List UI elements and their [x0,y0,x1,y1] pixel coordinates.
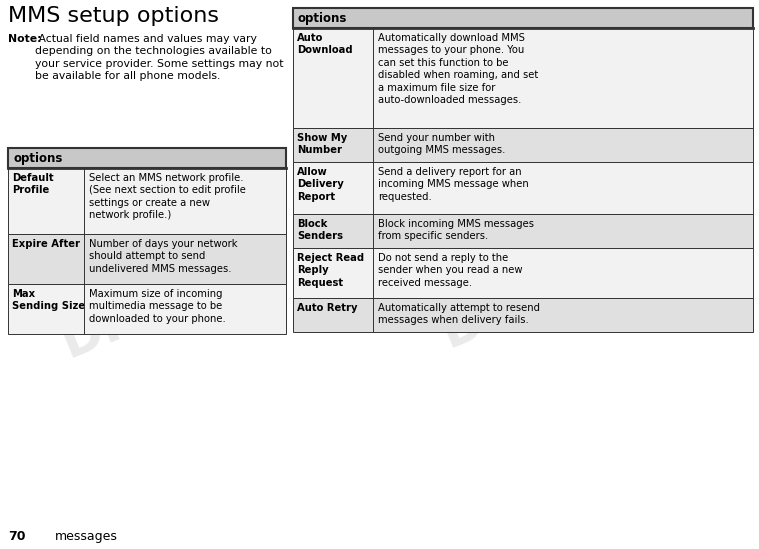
Bar [8,284,286,334]
Text: Show My
Number: Show My Number [297,133,348,155]
Text: Max
Sending Size: Max Sending Size [12,289,85,311]
Text: options: options [13,152,62,165]
Text: Expire After: Expire After [12,239,80,249]
Bar [8,168,286,234]
Bar [8,234,286,284]
Text: Allow
Delivery
Report: Allow Delivery Report [297,167,344,202]
Text: DRAFT: DRAFT [434,243,626,357]
Bar [8,148,286,168]
Bar [293,248,753,298]
Text: Default
Profile: Default Profile [12,173,54,195]
Text: 70: 70 [8,530,26,543]
Text: Automatically attempt to resend
messages when delivery fails.: Automatically attempt to resend messages… [378,303,540,326]
Text: options: options [298,12,348,25]
Text: messages: messages [55,530,118,543]
Text: MMS setup options: MMS setup options [8,6,219,26]
Text: Send your number with
outgoing MMS messages.: Send your number with outgoing MMS messa… [378,133,505,155]
Text: Number of days your network
should attempt to send
undelivered MMS messages.: Number of days your network should attem… [89,239,238,274]
Text: DRAFT: DRAFT [54,253,246,367]
Text: Block incoming MMS messages
from specific senders.: Block incoming MMS messages from specifi… [378,219,534,242]
Bar [293,214,753,248]
Text: Do not send a reply to the
sender when you read a new
received message.: Do not send a reply to the sender when y… [378,253,522,288]
Text: Auto Retry: Auto Retry [297,303,357,313]
Text: Auto
Download: Auto Download [297,33,353,55]
Bar [293,128,753,162]
Bar [293,28,753,128]
Text: Maximum size of incoming
multimedia message to be
downloaded to your phone.: Maximum size of incoming multimedia mess… [89,289,225,324]
Bar [293,8,753,28]
Text: Reject Read
Reply
Request: Reject Read Reply Request [297,253,364,288]
Text: Block
Senders: Block Senders [297,219,343,242]
Text: Send a delivery report for an
incoming MMS message when
requested.: Send a delivery report for an incoming M… [378,167,529,202]
Bar [293,162,753,214]
Bar [293,298,753,332]
Text: Actual field names and values may vary
depending on the technologies available t: Actual field names and values may vary d… [35,34,284,81]
Text: Note:: Note: [8,34,42,44]
Text: Select an MMS network profile.
(See next section to edit profile
settings or cre: Select an MMS network profile. (See next… [89,173,246,220]
Text: Automatically download MMS
messages to your phone. You
can set this function to : Automatically download MMS messages to y… [378,33,538,105]
